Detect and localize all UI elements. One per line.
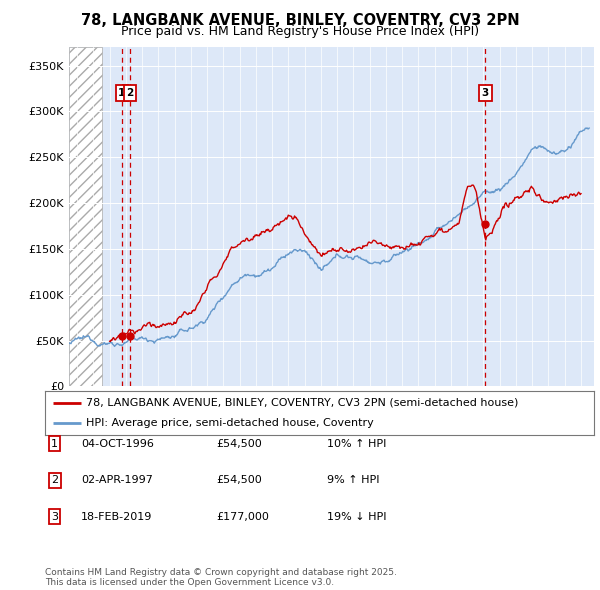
Text: Contains HM Land Registry data © Crown copyright and database right 2025.
This d: Contains HM Land Registry data © Crown c… [45,568,397,587]
Text: 04-OCT-1996: 04-OCT-1996 [81,439,154,448]
Text: 1: 1 [51,439,58,448]
Text: £54,500: £54,500 [216,476,262,485]
Text: 1: 1 [118,88,125,98]
Text: 2: 2 [127,88,134,98]
Text: 02-APR-1997: 02-APR-1997 [81,476,153,485]
Text: £177,000: £177,000 [216,512,269,522]
Text: 18-FEB-2019: 18-FEB-2019 [81,512,152,522]
Text: 3: 3 [51,512,58,522]
Bar [69,47,101,386]
Text: 10% ↑ HPI: 10% ↑ HPI [327,439,386,448]
Text: 2: 2 [51,476,58,485]
Text: Price paid vs. HM Land Registry's House Price Index (HPI): Price paid vs. HM Land Registry's House … [121,25,479,38]
Text: HPI: Average price, semi-detached house, Coventry: HPI: Average price, semi-detached house,… [86,418,374,428]
Text: 3: 3 [482,88,489,98]
Text: 78, LANGBANK AVENUE, BINLEY, COVENTRY, CV3 2PN: 78, LANGBANK AVENUE, BINLEY, COVENTRY, C… [80,13,520,28]
Text: £54,500: £54,500 [216,439,262,448]
Text: 9% ↑ HPI: 9% ↑ HPI [327,476,380,485]
Text: 19% ↓ HPI: 19% ↓ HPI [327,512,386,522]
Text: 78, LANGBANK AVENUE, BINLEY, COVENTRY, CV3 2PN (semi-detached house): 78, LANGBANK AVENUE, BINLEY, COVENTRY, C… [86,398,518,408]
